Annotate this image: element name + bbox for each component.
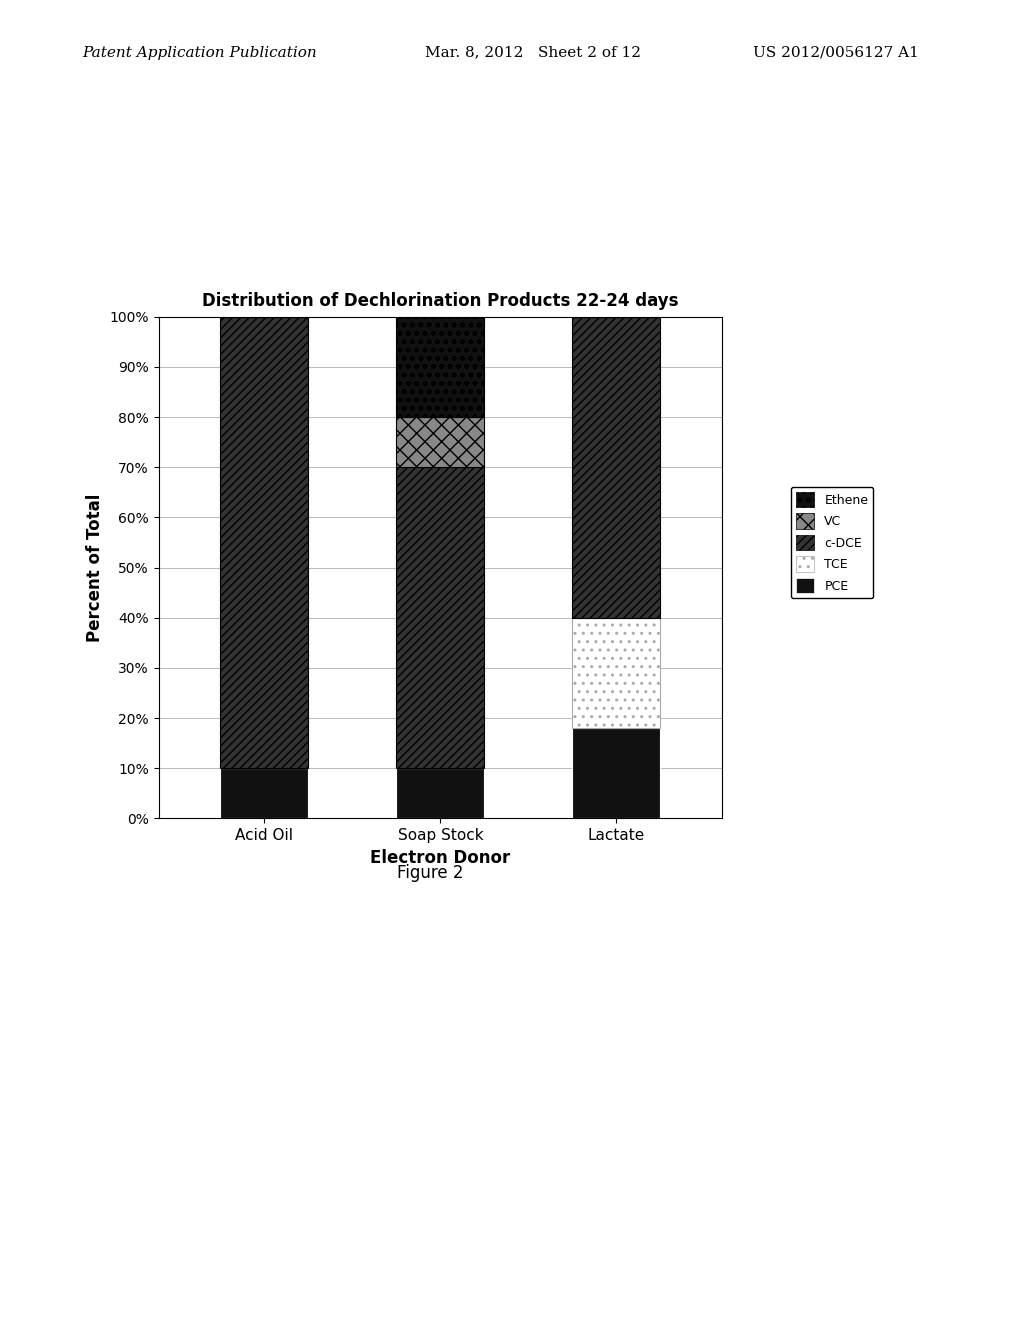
Text: Figure 2: Figure 2 <box>397 863 463 882</box>
Y-axis label: Percent of Total: Percent of Total <box>86 494 104 642</box>
Text: US 2012/0056127 A1: US 2012/0056127 A1 <box>753 46 919 59</box>
Text: Patent Application Publication: Patent Application Publication <box>82 46 316 59</box>
Legend: Ethene, VC, c-DCE, TCE, PCE: Ethene, VC, c-DCE, TCE, PCE <box>791 487 873 598</box>
Bar <box>572 729 660 818</box>
Bar <box>572 618 660 729</box>
Bar <box>396 317 484 417</box>
Bar <box>396 768 484 818</box>
Bar <box>396 467 484 768</box>
Bar <box>220 768 308 818</box>
Title: Distribution of Dechlorination Products 22-24 days: Distribution of Dechlorination Products … <box>202 292 679 310</box>
Bar <box>396 417 484 467</box>
Text: Mar. 8, 2012   Sheet 2 of 12: Mar. 8, 2012 Sheet 2 of 12 <box>425 46 641 59</box>
X-axis label: Electron Donor: Electron Donor <box>371 849 510 867</box>
Bar <box>572 281 660 317</box>
Bar <box>572 317 660 618</box>
Bar <box>220 317 308 768</box>
